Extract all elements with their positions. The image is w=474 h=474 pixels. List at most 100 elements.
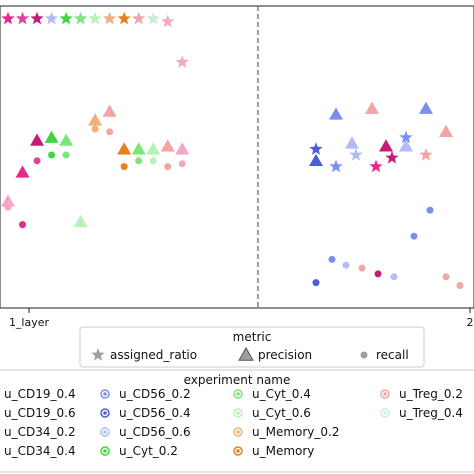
experiment-legend-label: u_Memory: [252, 444, 314, 458]
data-point-triangle: [379, 139, 393, 152]
data-point-triangle: [175, 142, 190, 155]
data-point-star: [15, 11, 30, 25]
metric-legend-entry: assigned_ratio: [91, 348, 197, 362]
data-point-star: [103, 11, 117, 25]
x-tick-label-1: 1_layer: [9, 316, 50, 329]
data-point-circle: [48, 151, 56, 159]
experiment-legend-label: u_CD19_0.4: [4, 387, 76, 401]
data-point-triangle: [399, 139, 413, 152]
experiment-legend-entry: u_Cyt_0.2: [100, 444, 178, 458]
data-point-circle: [164, 163, 172, 171]
experiment-legend-label: u_CD34_0.2: [4, 425, 76, 439]
data-point-star: [132, 11, 146, 25]
experiment-legend-entry: u_CD56_0.4: [100, 406, 191, 420]
experiment-legend-entry: u_Memory: [233, 444, 314, 458]
experiment-legend-label: u_Cyt_0.4: [252, 387, 311, 401]
legend-swatch-dot: [103, 449, 107, 453]
data-point-star: [399, 130, 413, 144]
experiment-legend-label: u_CD56_0.2: [119, 387, 191, 401]
data-point-triangle: [131, 142, 146, 155]
data-point-circle: [149, 157, 157, 165]
x-tick-label-2: 2: [467, 316, 474, 329]
metric-legend-label: precision: [258, 348, 312, 362]
data-point-triangle: [44, 130, 59, 143]
legend-swatch-dot: [383, 411, 387, 415]
data-point-circle: [456, 282, 464, 289]
data-point-triangle: [102, 104, 117, 117]
metric-legend-box: [79, 326, 425, 368]
data-point-star: [369, 159, 383, 173]
data-point-circle: [426, 206, 434, 214]
data-point-star: [146, 11, 160, 25]
experiment-legend-entry: u_Treg_0.4: [380, 406, 463, 420]
experiment-legend-label: u_Treg_0.4: [399, 406, 463, 420]
experiment-legend: experiment name u_CD19_0.4 u_CD19_0.6 u_CD…: [0, 369, 474, 473]
data-point-triangle: [15, 165, 30, 178]
data-point-star: [88, 11, 102, 25]
metric-legend-entry: precision: [238, 346, 312, 362]
metric-legend: metric assigned_ratio precision recall: [79, 326, 425, 368]
metric-legend-entry: recall: [360, 348, 409, 362]
data-point-triangle: [329, 107, 343, 120]
data-point-star: [59, 11, 73, 25]
data-point-triangle: [88, 113, 103, 126]
data-point-circle: [106, 128, 114, 136]
experiment-legend-entry: u_Cyt_0.6: [233, 406, 311, 420]
data-point-circle: [442, 273, 450, 281]
data-point-star: [175, 55, 189, 68]
data-point-star: [349, 148, 363, 161]
data-point-circle: [135, 157, 143, 165]
data-point-star: [309, 142, 323, 155]
legend-swatch-dot: [236, 449, 240, 453]
data-point-circle: [120, 163, 128, 171]
data-point-circle: [91, 125, 99, 133]
metric-legend-label: assigned_ratio: [110, 348, 197, 362]
data-point-circle: [390, 273, 398, 281]
legend-swatch-icon: [100, 427, 110, 437]
data-point-triangle: [160, 139, 175, 152]
data-points: [1, 11, 464, 289]
experiment-legend-label: u_Memory_0.2: [252, 425, 340, 439]
data-point-circle: [33, 157, 41, 165]
legend-swatch-dot: [103, 411, 107, 415]
data-point-star: [161, 14, 175, 28]
legend-swatch-icon: [100, 408, 110, 418]
experiment-legend-entry: u_CD56_0.6: [100, 425, 191, 439]
experiment-legend-entry: u_CD19_0.4: [4, 387, 76, 401]
data-point-circle: [178, 160, 186, 168]
legend-circle-icon: [360, 351, 368, 359]
data-point-triangle: [309, 153, 323, 167]
data-point-circle: [4, 203, 12, 211]
data-point-star: [329, 159, 343, 173]
metric-legend-label: recall: [376, 348, 409, 362]
legend-swatch-dot: [236, 411, 240, 415]
experiment-legend-entry: u_CD34_0.2: [4, 425, 76, 439]
legend-swatch-icon: [233, 427, 243, 437]
data-point-star: [1, 11, 15, 25]
experiment-legend-entry: u_CD19_0.6: [4, 406, 76, 420]
data-point-circle: [410, 232, 418, 240]
experiment-legend-title: experiment name: [184, 373, 291, 387]
data-point-circle: [374, 270, 382, 278]
legend-swatch-icon: [380, 408, 390, 418]
metric-legend-title: metric: [233, 330, 272, 344]
experiment-legend-label: u_Cyt_0.6: [252, 406, 311, 420]
experiment-legend-label: u_CD19_0.6: [4, 406, 76, 420]
plot-area: [0, 5, 474, 309]
legend-swatch-icon: [100, 389, 110, 399]
data-point-triangle: [73, 214, 88, 227]
data-point-circle: [312, 279, 320, 287]
data-point-triangle: [30, 133, 45, 146]
data-point-triangle: [117, 142, 132, 155]
data-point-circle: [62, 151, 70, 159]
experiment-legend-entry: u_CD56_0.2: [100, 387, 191, 401]
experiment-legend-entry: u_Cyt_0.4: [233, 387, 311, 401]
legend-swatch-dot: [236, 430, 240, 434]
experiment-legend-entry: u_CD34_0.4: [4, 444, 76, 458]
legend-swatch-dot: [103, 430, 107, 434]
data-point-triangle: [1, 194, 15, 207]
legend-swatch-icon: [233, 446, 243, 456]
experiment-legend-label: u_CD34_0.4: [4, 444, 76, 458]
legend-swatch-icon: [233, 408, 243, 418]
data-point-triangle: [146, 142, 161, 155]
